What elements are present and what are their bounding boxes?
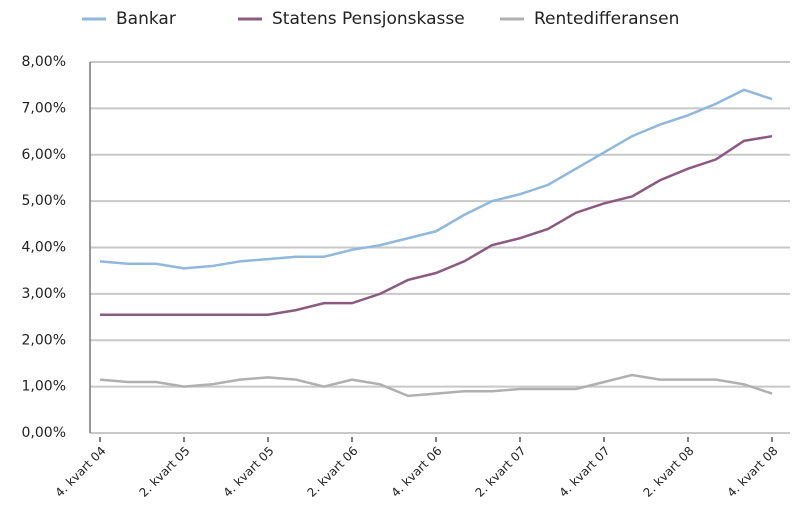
y-tick-label: 4,00%: [22, 240, 66, 256]
series-line: [99, 88, 773, 270]
x-tick-label: 4. kvart 04: [52, 444, 108, 500]
x-tick-label: 2. kvart 07: [472, 444, 528, 500]
x-tick-label: 2. kvart 05: [136, 444, 192, 500]
y-tick-label: 6,00%: [22, 147, 66, 163]
series-line: [100, 134, 773, 316]
legend-label: Statens Pensjonskasse: [272, 9, 465, 29]
x-tick-label: 4. kvart 07: [556, 444, 612, 500]
y-tick-label: 5,00%: [22, 193, 66, 209]
series-line: [99, 373, 773, 398]
y-tick-label: 7,00%: [22, 100, 66, 116]
x-tick-label: 4. kvart 05: [220, 444, 276, 500]
y-tick-label: 8,00%: [22, 54, 66, 70]
y-tick-label: 1,00%: [22, 379, 66, 395]
x-tick-label: 4. kvart 06: [388, 444, 444, 500]
y-tick-label: 2,00%: [22, 332, 66, 348]
x-tick-label: 4. kvart 08: [724, 444, 780, 500]
legend-label: Rentedifferansen: [534, 9, 679, 29]
x-tick-label: 2. kvart 06: [304, 444, 360, 500]
y-tick-label: 0,00%: [22, 425, 66, 441]
x-tick-label: 2. kvart 08: [640, 444, 696, 500]
y-tick-label: 3,00%: [22, 286, 66, 302]
legend-label: Bankar: [116, 9, 176, 29]
